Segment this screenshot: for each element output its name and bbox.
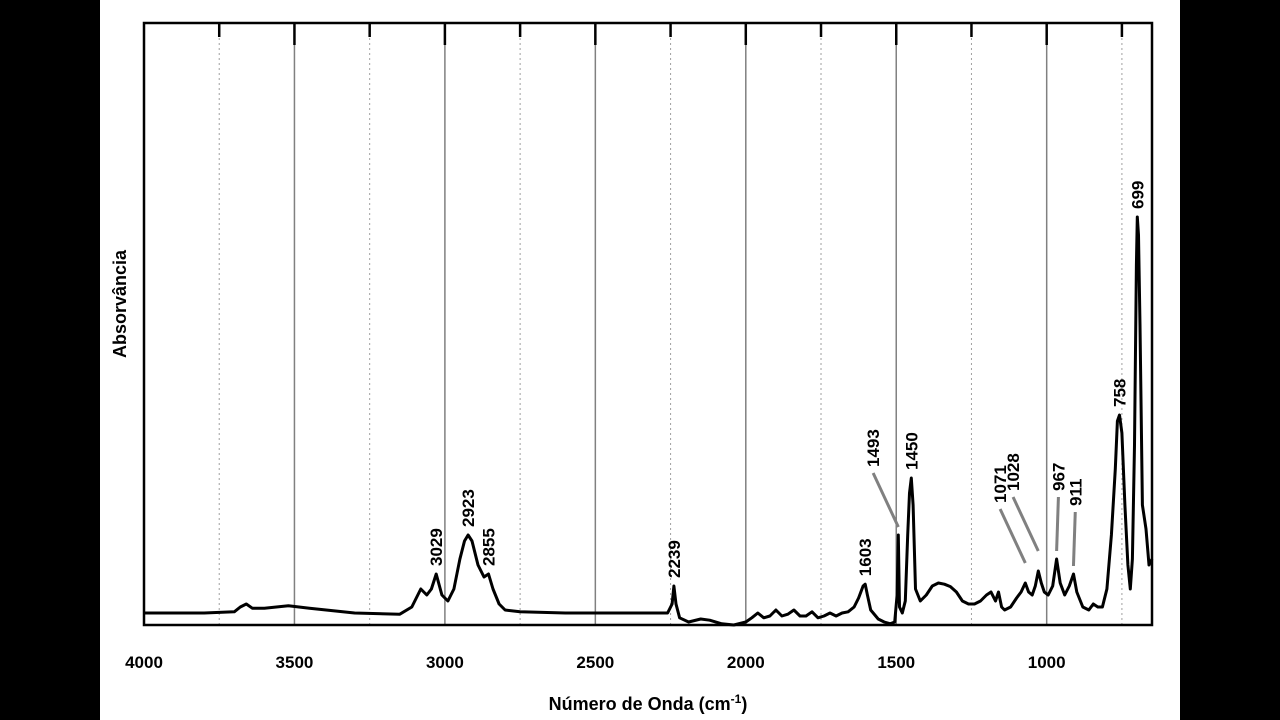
peak-label: 699 xyxy=(1128,181,1147,209)
x-tick-label: 3500 xyxy=(276,653,314,672)
peak-leader-line xyxy=(1055,496,1060,552)
y-axis-title: Absorvância xyxy=(110,249,130,358)
peak-label: 2923 xyxy=(459,489,478,527)
x-axis-title-close: ) xyxy=(741,694,747,714)
x-axis-title: Número de Onda (cm-1) xyxy=(549,692,748,714)
x-tick-label: 2500 xyxy=(576,653,614,672)
peak-label: 2239 xyxy=(665,540,684,578)
peak-label: 967 xyxy=(1049,463,1068,491)
peak-label: 2855 xyxy=(480,528,499,566)
peak-label: 911 xyxy=(1066,479,1085,506)
peak-label: 1071 xyxy=(991,465,1010,503)
x-tick-label: 2000 xyxy=(727,653,765,672)
series-layer xyxy=(144,215,1154,627)
x-axis-title-superscript: -1 xyxy=(731,692,742,706)
peak-label: 3029 xyxy=(427,528,446,566)
peak-leader-line xyxy=(871,472,900,528)
peak-leader-line xyxy=(1011,496,1040,552)
peak-label: 1493 xyxy=(864,429,883,467)
x-tick-labels: 4000 3500 3000 2500 2000 1500 1000 xyxy=(125,653,1066,672)
x-tick-label: 4000 xyxy=(125,653,163,672)
leader-lines xyxy=(871,472,1077,567)
x-tick-label: 1500 xyxy=(877,653,915,672)
page: 3029 2923 2855 2239 1603 1493 1450 1071 1028 967 9… xyxy=(100,0,1180,720)
spectrum-line xyxy=(144,215,1154,627)
peak-leader-line xyxy=(1071,511,1077,567)
peak-label: 1028 xyxy=(1004,453,1023,491)
plot-frame xyxy=(142,21,1154,627)
peak-label: 758 xyxy=(1111,379,1130,407)
x-axis-title-main: Número de Onda (cm xyxy=(549,694,731,714)
peak-label: 1450 xyxy=(902,432,921,470)
peak-label: 1603 xyxy=(856,538,875,576)
peak-leader-line xyxy=(998,508,1027,564)
x-tick-label: 3000 xyxy=(426,653,464,672)
x-tick-label: 1000 xyxy=(1028,653,1066,672)
axis-ticks xyxy=(217,23,1124,45)
grid xyxy=(218,23,1123,625)
